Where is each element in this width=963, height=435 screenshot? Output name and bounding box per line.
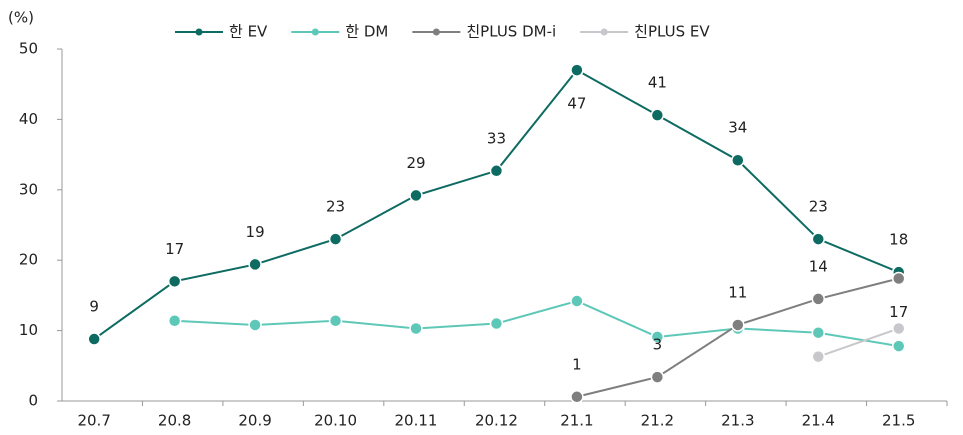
data-point (891, 321, 906, 336)
x-tick-label: 20.11 (395, 412, 438, 430)
data-point (650, 108, 665, 122)
value-label: 19 (246, 223, 265, 241)
data-point (570, 390, 584, 404)
x-tick-label: 21.2 (641, 412, 674, 430)
value-label: 1 (572, 355, 582, 373)
value-label: 29 (406, 154, 425, 172)
x-tick-label: 21.3 (721, 412, 754, 430)
legend-label: 친PLUS EV (634, 23, 710, 41)
data-point (409, 321, 423, 336)
legend-dot (195, 28, 203, 36)
x-tick-label: 20.8 (158, 412, 191, 430)
series-line (93, 68, 900, 340)
value-label: 11 (728, 283, 747, 301)
x-tick-label: 20.7 (77, 412, 110, 430)
series-line (174, 299, 899, 348)
data-point (731, 153, 745, 167)
value-label: 33 (487, 129, 506, 147)
data-point (650, 330, 665, 344)
y-tick-label: 30 (19, 180, 38, 198)
value-label: 3 (653, 336, 663, 354)
data-point (891, 339, 906, 353)
value-label: 23 (326, 198, 345, 216)
legend-dot (432, 28, 440, 36)
data-point (167, 274, 182, 289)
y-tick-label: 40 (19, 110, 38, 128)
y-tick-label: 50 (19, 40, 38, 58)
data-point (87, 332, 101, 346)
x-tick-label: 21.5 (882, 412, 915, 430)
series-line (817, 327, 900, 358)
data-point (811, 349, 826, 364)
y-tick-label: 10 (19, 321, 38, 339)
x-tick-label: 20.12 (475, 412, 518, 430)
data-point (409, 188, 423, 203)
value-label: 23 (809, 198, 828, 216)
value-label: 9 (89, 298, 99, 316)
value-label: 18 (889, 231, 908, 249)
data-point (650, 370, 665, 384)
x-tick-label: 20.9 (238, 412, 271, 430)
data-point (328, 232, 343, 246)
data-point (489, 316, 504, 331)
legend-label: 한 DM (345, 23, 388, 41)
y-unit: (%) (8, 9, 34, 27)
data-point (811, 232, 826, 246)
value-label: 47 (567, 95, 586, 113)
data-point (570, 63, 584, 77)
legend-dot (600, 28, 608, 36)
value-label: 17 (165, 240, 184, 258)
value-label: 17 (889, 303, 908, 321)
x-tick-label: 21.1 (560, 412, 593, 430)
y-tick-label: 0 (28, 392, 38, 410)
value-label: 34 (728, 119, 747, 137)
y-tick-label: 20 (19, 251, 38, 269)
data-point (570, 294, 584, 308)
data-point (731, 318, 745, 332)
legend-dot (311, 28, 319, 36)
data-point (811, 292, 826, 306)
data-point (489, 164, 504, 178)
data-point (248, 318, 262, 332)
data-point (328, 313, 343, 328)
value-label: 14 (809, 257, 828, 275)
data-point (891, 271, 906, 286)
data-point (248, 257, 262, 272)
legend-label: 친PLUS DM-i (466, 23, 556, 41)
x-tick-label: 20.10 (314, 412, 357, 430)
legend-label: 한 EV (229, 23, 268, 41)
data-point (811, 325, 826, 340)
value-label: 41 (648, 74, 667, 92)
x-tick-label: 21.4 (802, 412, 835, 430)
data-point (167, 313, 182, 328)
